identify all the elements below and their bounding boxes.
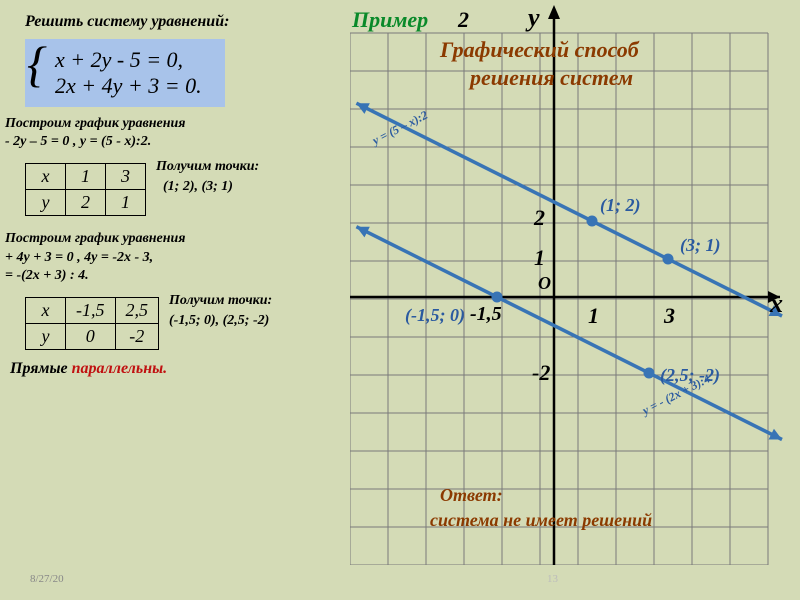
example-label: Пример xyxy=(352,7,428,33)
y-axis-label: y xyxy=(528,3,540,33)
point-label: (1; 2) xyxy=(600,195,640,216)
brace-icon: { xyxy=(27,44,47,84)
left-column: Решить систему уравнений: { x + 2y - 5 =… xyxy=(0,0,350,560)
tick-label: 1 xyxy=(588,303,599,329)
tick-label: 3 xyxy=(664,303,675,329)
subtitle-2: решения систем xyxy=(470,65,633,91)
build-graph-2: Построим график уравнения + 4y + 3 = 0 ,… xyxy=(5,230,345,285)
equation-system-box: { x + 2y - 5 = 0, 2x + 4y + 3 = 0. xyxy=(25,39,225,107)
parallel-statement: Прямые параллельны. xyxy=(10,360,345,378)
tick-label: 1 xyxy=(534,245,545,271)
footer-page: 13 xyxy=(547,573,558,585)
x-axis-label: x xyxy=(770,289,783,319)
graph-area: Пример 2 y Графический способ решения си… xyxy=(350,5,795,565)
footer-date: 8/27/20 xyxy=(30,573,64,585)
point-label: (-1,5; 0) xyxy=(405,305,465,326)
table-2: x-1,52,5 y0-2 xyxy=(25,297,159,350)
equation-2: 2x + 4y + 3 = 0. xyxy=(55,73,213,99)
table-1: x13 y21 xyxy=(25,163,146,216)
tick-label: -2 xyxy=(532,360,550,386)
problem-title: Решить систему уравнений: xyxy=(25,13,345,31)
build-graph-1: Построим график уравнения - 2y – 5 = 0 ,… xyxy=(5,115,345,151)
got-points-1: Получим точки: (1; 2), (3; 1) xyxy=(156,157,259,196)
tick-label: 2 xyxy=(534,205,545,231)
point-label: (3; 1) xyxy=(680,235,720,256)
origin-label: О xyxy=(538,273,551,294)
subtitle-1: Графический способ xyxy=(440,37,639,63)
example-number: 2 xyxy=(458,7,469,33)
tick-label: -1,5 xyxy=(470,303,502,326)
answer-text: система не имеет решений xyxy=(430,510,652,531)
got-points-2: Получим точки: (-1,5; 0), (2,5; -2) xyxy=(169,291,272,330)
equation-1: x + 2y - 5 = 0, xyxy=(55,47,213,73)
answer-label: Ответ: xyxy=(440,485,503,506)
